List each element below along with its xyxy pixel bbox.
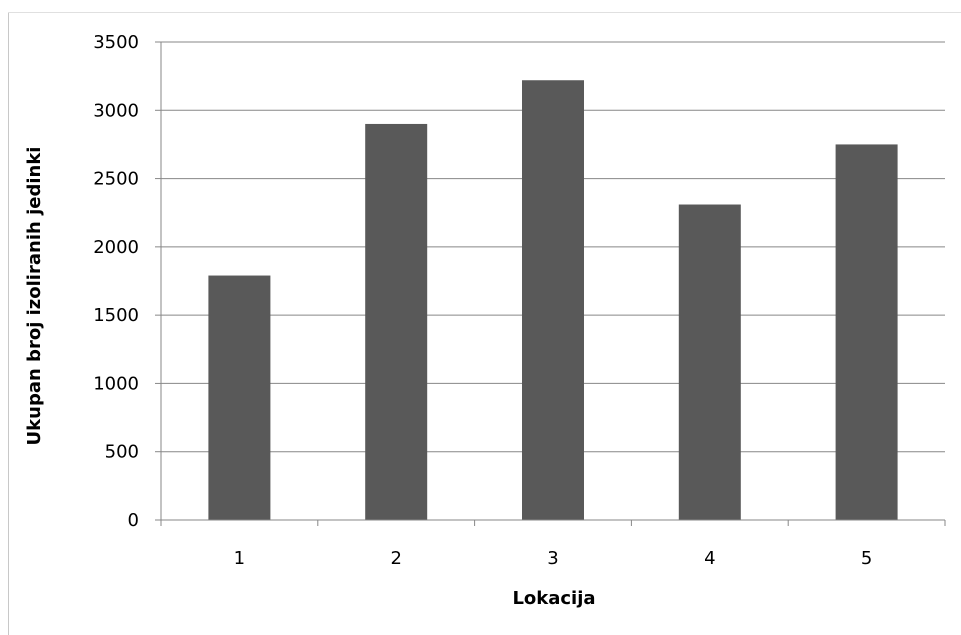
y-tick-labels: 0 500 1000 1500 2000 2500 3000 3500 — [93, 32, 139, 531]
y-tick-label: 500 — [105, 442, 139, 463]
x-tick-label: 2 — [390, 548, 401, 569]
x-tick-label: 5 — [861, 548, 872, 569]
bar — [208, 275, 271, 520]
x-axis-title: Lokacija — [512, 588, 595, 609]
bar — [365, 123, 428, 520]
bar — [678, 204, 741, 520]
bar — [522, 80, 584, 521]
y-tick-label: 1500 — [93, 305, 139, 326]
y-tick-label: 3500 — [93, 32, 139, 53]
y-axis-title: Ukupan broj izoliranih jedinki — [24, 147, 45, 446]
bars — [208, 80, 898, 521]
y-tick-label: 2000 — [93, 237, 139, 258]
y-tick-label: 1000 — [93, 373, 139, 394]
y-tick-label: 3000 — [93, 100, 139, 121]
frame-border-left — [8, 12, 9, 635]
axes — [155, 41, 946, 526]
x-tick-labels: 1 2 3 4 5 — [234, 548, 873, 569]
bar — [835, 144, 898, 520]
y-tick-label: 2500 — [93, 169, 139, 190]
x-tick-label: 1 — [234, 548, 245, 569]
x-tick-label: 3 — [547, 548, 558, 569]
frame-border-top — [8, 12, 961, 13]
x-tick-label: 4 — [704, 548, 715, 569]
y-tick-label: 0 — [128, 510, 139, 531]
